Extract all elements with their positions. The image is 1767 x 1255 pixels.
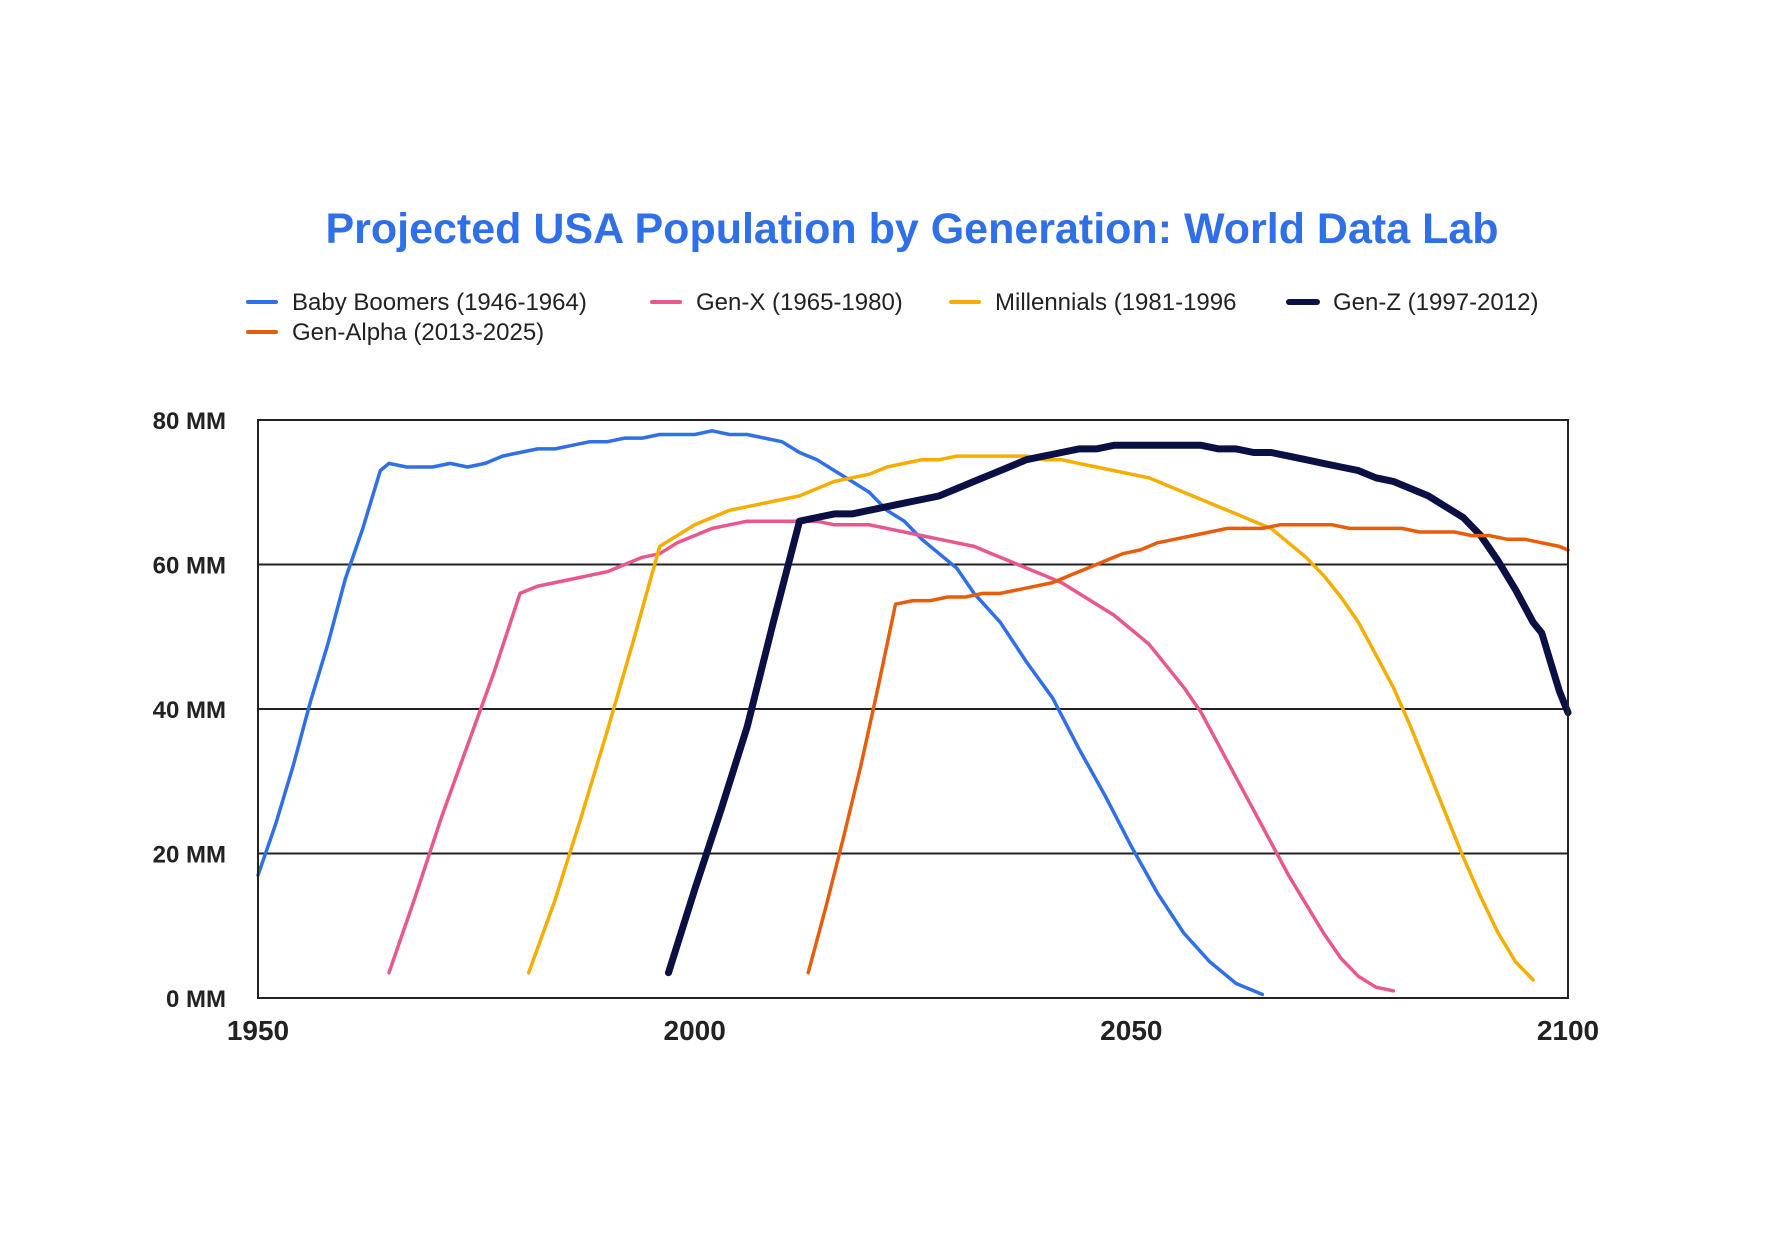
x-tick-label-2000: 2000 [664, 1015, 726, 1046]
x-tick-label-2050: 2050 [1100, 1015, 1162, 1046]
y-tick-label-20: 20 MM [153, 842, 226, 869]
chart-title: Projected USA Population by Generation: … [325, 205, 1498, 253]
legend-label-gen-alpha-2013-2025: Gen-Alpha (2013-2025) [292, 319, 544, 346]
legend-label-baby-boomers-1946-1964: Baby Boomers (1946-1964) [292, 289, 587, 316]
grid [258, 563, 1568, 855]
x-tick-label-1950: 1950 [227, 1015, 289, 1046]
legend-label-gen-x-1965-1980: Gen-X (1965-1980) [696, 289, 903, 316]
y-axis: 0 MM 20 MM 40 MM 60 MM 80 MM [153, 408, 226, 1013]
series-line-millennials-1981-1996 [526, 454, 1535, 982]
y-tick-label-60: 60 MM [153, 553, 226, 580]
series-group [256, 429, 1572, 997]
series-line-baby-boomers-1946-1964 [256, 429, 1265, 997]
y-tick-label-80: 80 MM [153, 408, 226, 435]
x-axis: 1950 2000 2050 2100 [227, 1015, 1599, 1046]
x-tick-label-2100: 2100 [1537, 1015, 1599, 1046]
legend-label-millennials-1981-1996: Millennials (1981-1996 [995, 289, 1236, 316]
y-tick-label-0: 0 MM [166, 986, 226, 1013]
legend-label-gen-z-1997-2012: Gen-Z (1997-2012) [1333, 289, 1538, 316]
series-line-gen-z-1997-2012 [665, 441, 1572, 977]
plot-frame [257, 419, 1569, 999]
y-tick-label-40: 40 MM [153, 697, 226, 724]
series-line-gen-alpha-2013-2025 [806, 523, 1570, 975]
series-line-gen-x-1965-1980 [387, 519, 1396, 993]
legend: Baby Boomers (1946-1964) Gen-X (1965-1980… [246, 289, 1538, 346]
